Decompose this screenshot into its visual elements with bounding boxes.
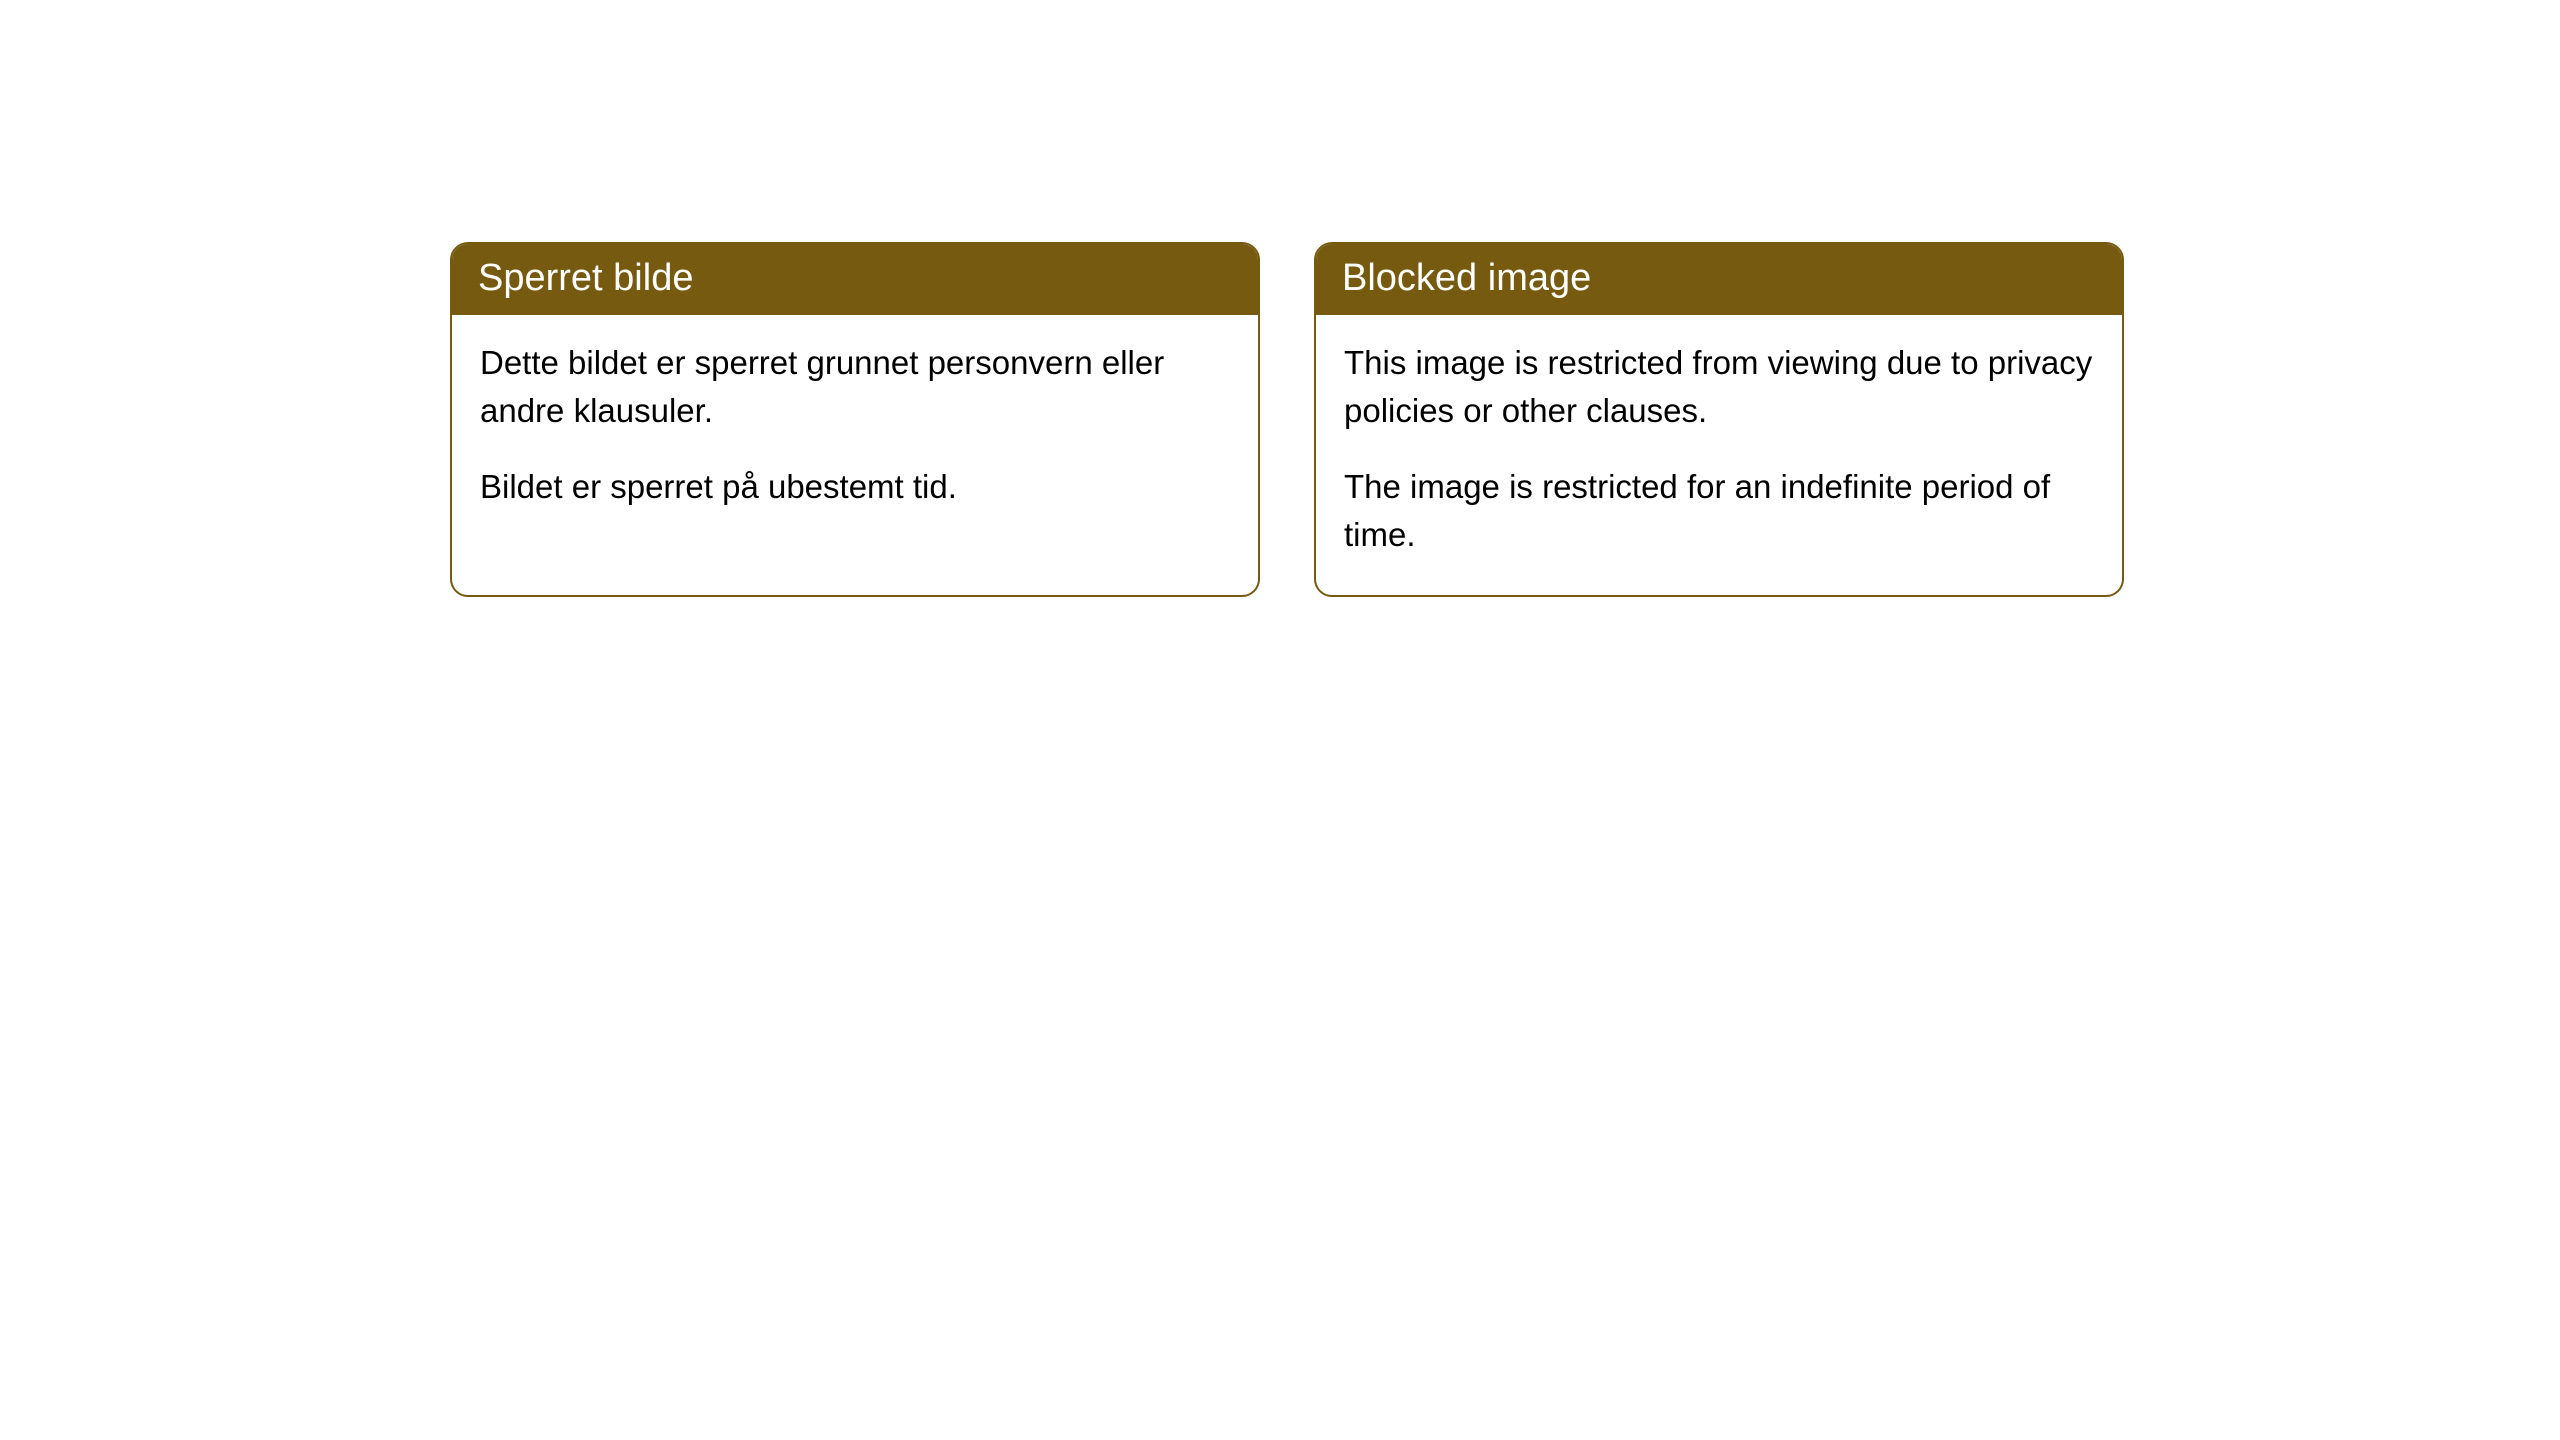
card-text-line2: The image is restricted for an indefinit…	[1344, 463, 2094, 559]
card-header-norwegian: Sperret bilde	[452, 244, 1258, 315]
card-text-line1: Dette bildet er sperret grunnet personve…	[480, 339, 1230, 435]
card-container: Sperret bilde Dette bildet er sperret gr…	[450, 242, 2124, 597]
card-english: Blocked image This image is restricted f…	[1314, 242, 2124, 597]
card-text-line2: Bildet er sperret på ubestemt tid.	[480, 463, 1230, 511]
card-text-line1: This image is restricted from viewing du…	[1344, 339, 2094, 435]
card-header-english: Blocked image	[1316, 244, 2122, 315]
card-title: Blocked image	[1342, 257, 1591, 299]
card-body-english: This image is restricted from viewing du…	[1316, 315, 2122, 594]
card-title: Sperret bilde	[478, 257, 693, 299]
card-norwegian: Sperret bilde Dette bildet er sperret gr…	[450, 242, 1260, 597]
card-body-norwegian: Dette bildet er sperret grunnet personve…	[452, 315, 1258, 547]
